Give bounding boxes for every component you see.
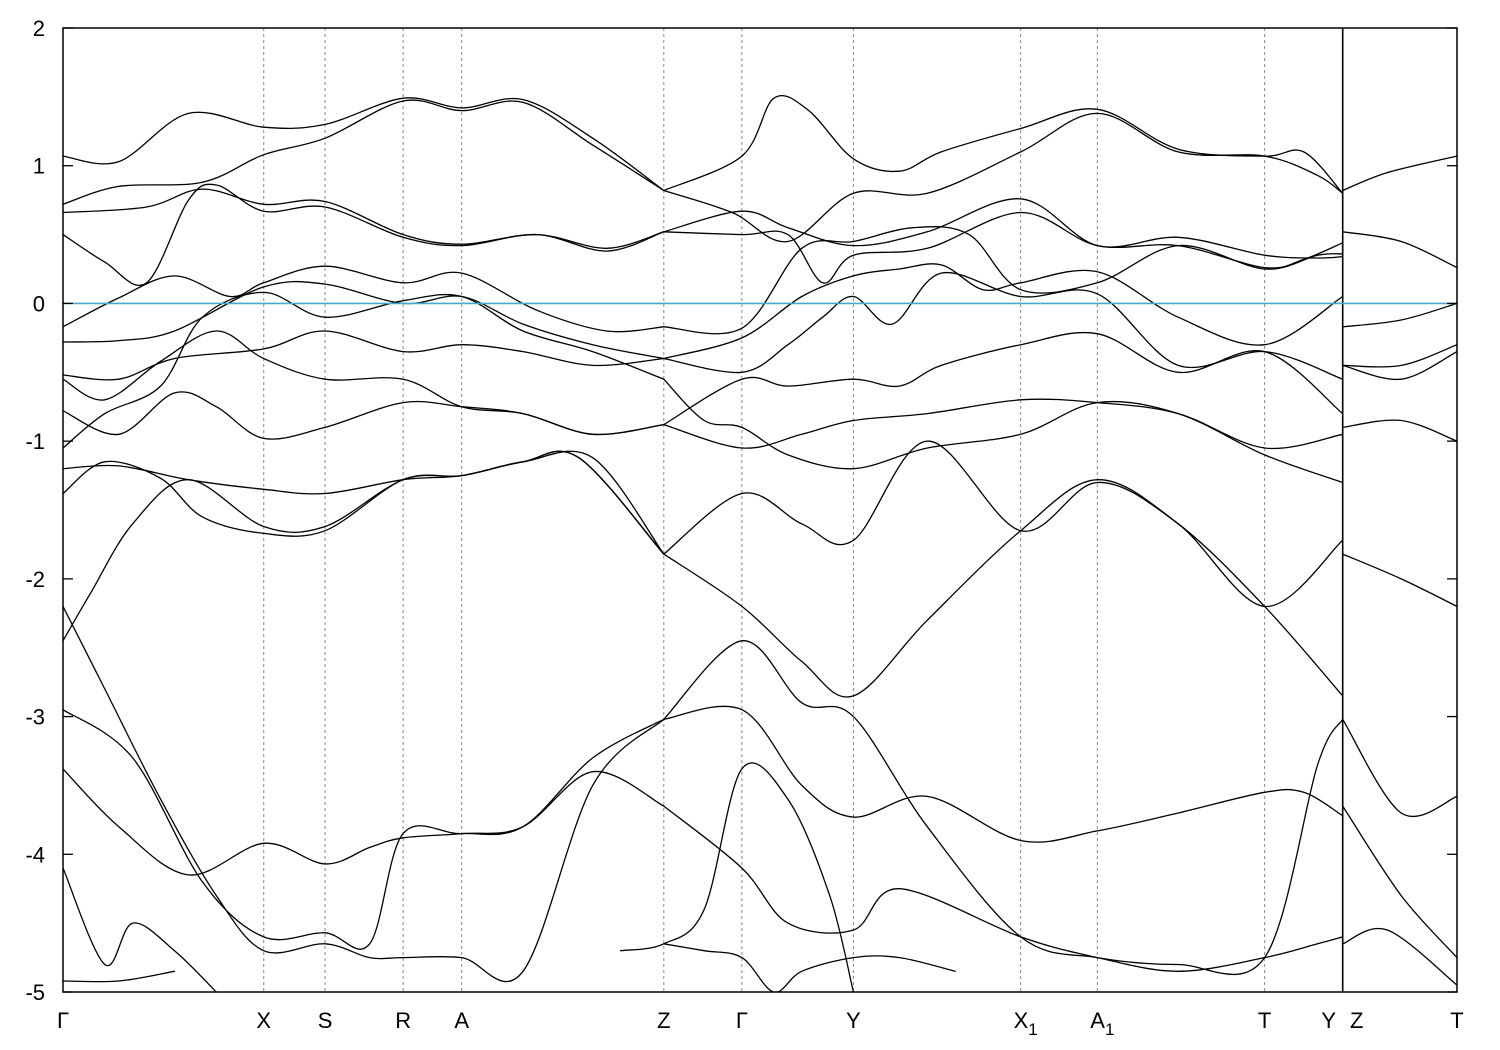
band-line: [663, 479, 1344, 698]
y-tick-label: 0: [33, 291, 45, 316]
x-tick-label: Γ: [736, 1008, 748, 1033]
band-line: [63, 970, 176, 983]
x-axis-ticks: Γ X S R A Z Γ Y X1 A1 T Y Z T: [57, 1008, 1464, 1039]
band-line: [63, 99, 665, 205]
band-line: [63, 450, 665, 555]
band-line: [63, 450, 665, 555]
band-series-group: [63, 94, 1457, 992]
band-line: [63, 97, 665, 192]
band-line: [663, 263, 1344, 360]
band-line: [1342, 155, 1457, 192]
band-line: [663, 211, 1344, 284]
band-line: [1342, 927, 1457, 986]
band-line: [63, 605, 665, 983]
band-line: [63, 709, 665, 950]
plot-frame: [62, 27, 1458, 993]
x-tick-label: A1: [1090, 1008, 1114, 1039]
band-line: [63, 291, 665, 449]
band-line: [663, 943, 956, 992]
band-line: [1342, 344, 1457, 368]
x-tick-subscript: 1: [1105, 1020, 1114, 1039]
x-tick-label: Z: [1350, 1008, 1363, 1033]
band-line: [63, 867, 217, 992]
band-line: [63, 768, 665, 876]
x-tick-label: X: [256, 1008, 271, 1033]
band-line: [63, 188, 665, 249]
band-line: [663, 705, 1344, 843]
x-tick-label: A: [454, 1008, 469, 1033]
band-line: [1342, 302, 1457, 328]
band-line: [63, 280, 665, 360]
band-line: [63, 183, 665, 286]
x-tick-label: T: [1258, 1008, 1271, 1033]
x-tick-label: R: [395, 1008, 411, 1033]
x-tick-label: Y: [846, 1008, 861, 1033]
band-line: [1342, 231, 1457, 269]
band-line: [663, 94, 1344, 194]
band-line: [663, 112, 1344, 243]
y-tick-label: 1: [33, 154, 45, 179]
band-line: [663, 271, 1344, 380]
x-tick-subscript: 1: [1028, 1020, 1037, 1039]
band-line: [663, 331, 1344, 426]
x-tick-label: Z: [657, 1008, 670, 1033]
band-line: [63, 450, 665, 642]
y-tick-label: -2: [25, 567, 45, 592]
band-line: [63, 265, 665, 333]
y-tick-label: -3: [25, 705, 45, 730]
y-tick-label: -1: [25, 429, 45, 454]
high-symmetry-gridlines: [263, 28, 1344, 992]
band-line: [663, 805, 1344, 972]
band-line: [63, 391, 665, 440]
y-tick-label: -4: [25, 842, 45, 867]
band-line: [1342, 718, 1457, 818]
y-tick-label: -5: [25, 980, 45, 1005]
band-line: [663, 640, 1344, 976]
y-tick-label: 2: [33, 16, 45, 41]
band-line: [663, 398, 1344, 450]
band-line: [63, 330, 665, 381]
band-line: [619, 762, 855, 992]
band-line: [1342, 805, 1457, 959]
band-line: [1342, 419, 1457, 442]
band-line: [663, 198, 1344, 259]
band-line: [663, 225, 1344, 335]
x-tick-label: Y: [1321, 1008, 1336, 1033]
band-line: [1342, 350, 1457, 381]
x-tick-label: T: [1450, 1008, 1463, 1033]
x-tick-label: X1: [1014, 1008, 1038, 1039]
x-tick-label: S: [318, 1008, 333, 1033]
y-axis-ticks: -5 -4 -3 -2 -1 0 1 2: [25, 16, 1457, 1005]
band-line: [663, 440, 1344, 608]
band-line: [1342, 553, 1457, 608]
x-tick-label: Γ: [57, 1008, 69, 1033]
band-line: [663, 378, 1344, 484]
